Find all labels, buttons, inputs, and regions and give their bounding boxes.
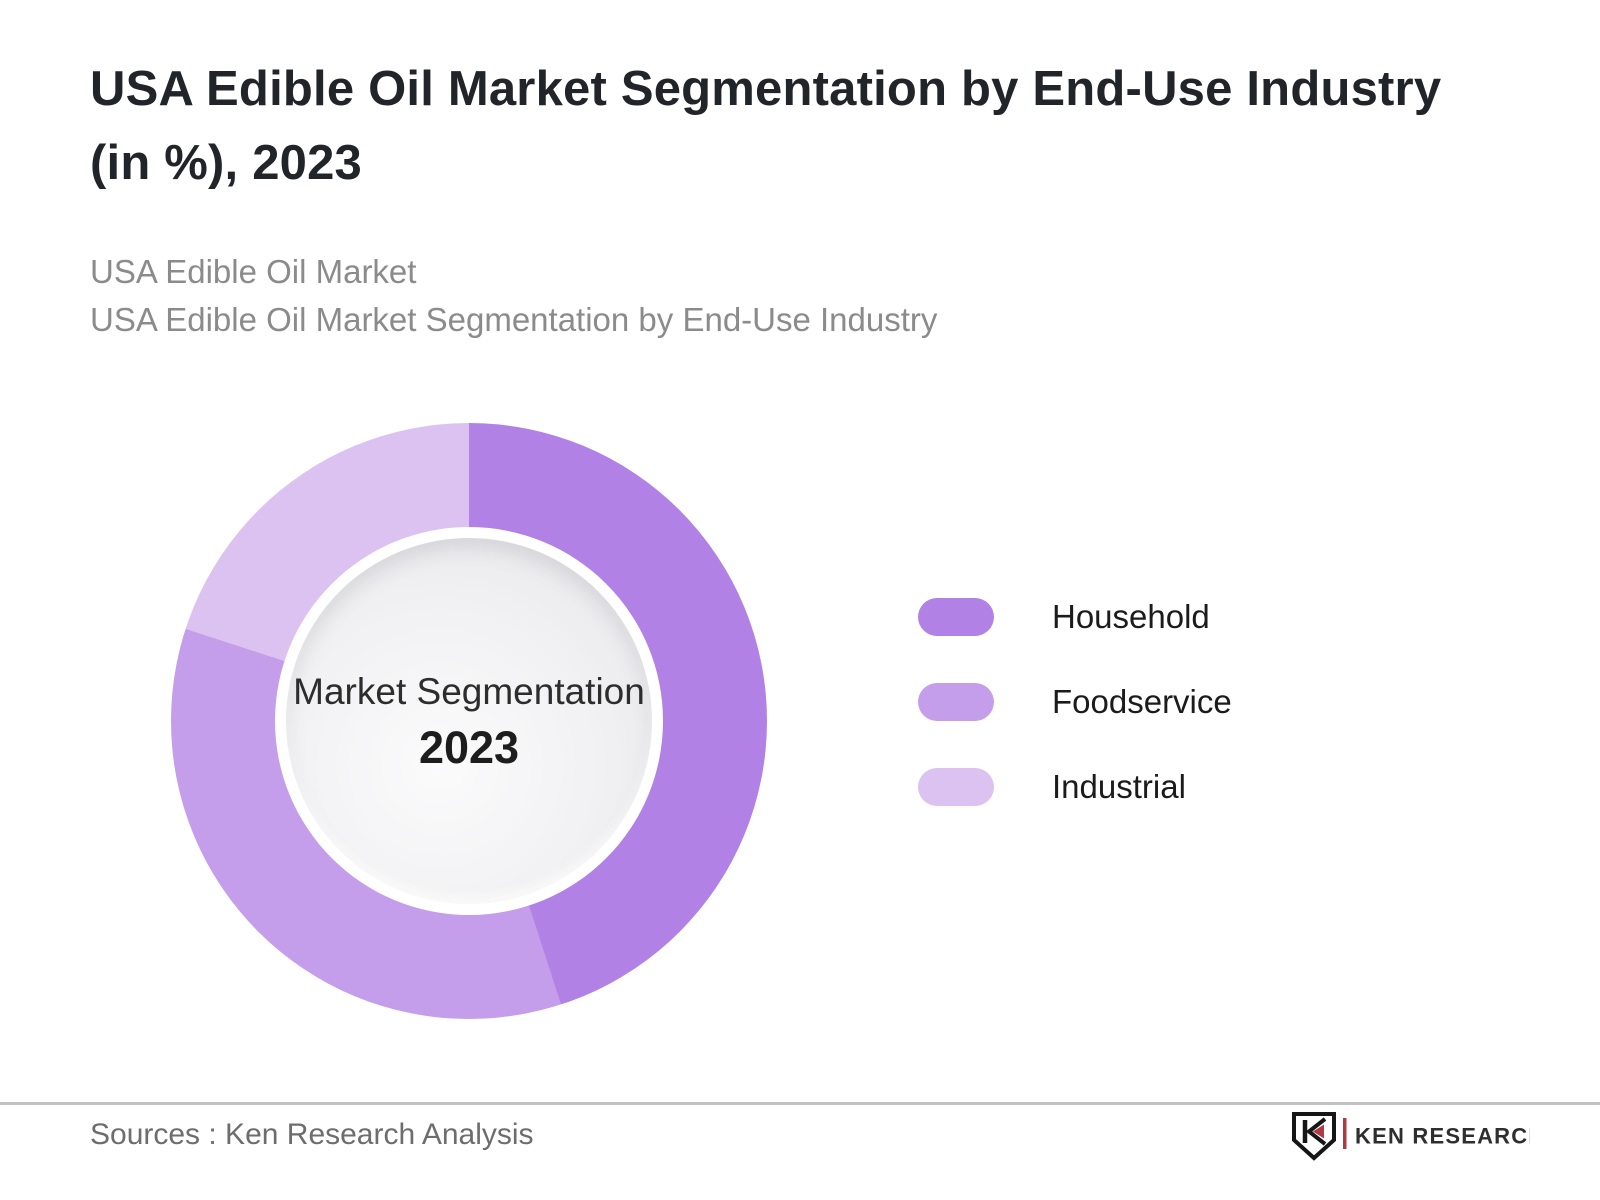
- donut-center-label: Market Segmentation: [293, 671, 645, 712]
- page-subtitle-line-2: USA Edible Oil Market Segmentation by En…: [90, 301, 938, 338]
- ken-research-logo: KEN RESEARCH: [1292, 1112, 1530, 1161]
- legend-label-industrial: Industrial: [1052, 768, 1186, 805]
- legend-swatch-household: [918, 598, 994, 636]
- donut-chart: Market Segmentation 2023: [171, 423, 767, 1019]
- legend-label-foodservice: Foodservice: [1052, 683, 1232, 720]
- legend-item-foodservice: Foodservice: [918, 683, 1232, 721]
- page-title: USA Edible Oil Market Segmentation by En…: [90, 52, 1441, 200]
- page-subtitle-line-1: USA Edible Oil Market: [90, 253, 417, 290]
- legend-label-household: Household: [1052, 598, 1210, 635]
- page-subtitle: USA Edible Oil Market USA Edible Oil Mar…: [90, 248, 937, 344]
- legend-item-household: Household: [918, 598, 1232, 636]
- footer-divider: [0, 1102, 1600, 1105]
- donut-center-disc: Market Segmentation 2023: [286, 538, 652, 904]
- sources-text: Sources : Ken Research Analysis: [90, 1118, 534, 1151]
- page-title-line-1: USA Edible Oil Market Segmentation by En…: [90, 62, 1442, 116]
- legend-swatch-industrial: [918, 768, 994, 806]
- legend-item-industrial: Industrial: [918, 768, 1232, 806]
- donut-center-year: 2023: [418, 722, 520, 773]
- chart-legend: Household Foodservice Industrial: [918, 598, 1232, 853]
- legend-swatch-foodservice: [918, 683, 994, 721]
- logo-wordmark: KEN RESEARCH: [1355, 1124, 1530, 1149]
- page-title-line-2: (in %), 2023: [90, 136, 362, 190]
- logo-divider: [1343, 1118, 1347, 1149]
- shield-icon: [1292, 1112, 1336, 1161]
